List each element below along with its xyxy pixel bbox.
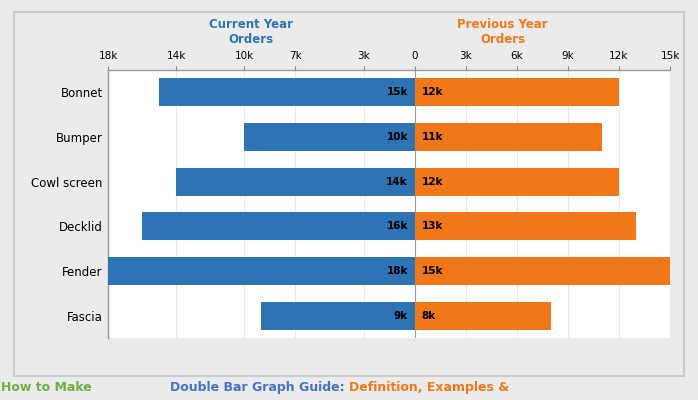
Text: 15k: 15k <box>387 87 408 97</box>
Bar <box>415 123 602 151</box>
Text: 16k: 16k <box>387 221 408 231</box>
Bar <box>108 257 415 285</box>
Text: 9k: 9k <box>394 311 408 321</box>
Bar <box>415 212 636 240</box>
Text: Definition, Examples &: Definition, Examples & <box>349 381 514 394</box>
Bar <box>142 212 415 240</box>
Text: 8k: 8k <box>422 311 436 321</box>
Bar <box>177 168 415 196</box>
Text: 10k: 10k <box>387 132 408 142</box>
Bar <box>415 302 551 330</box>
Text: 12k: 12k <box>422 87 443 97</box>
Bar <box>415 78 619 106</box>
Text: 11k: 11k <box>422 132 443 142</box>
Bar <box>159 78 415 106</box>
Text: 13k: 13k <box>422 221 443 231</box>
Bar <box>415 168 619 196</box>
Bar <box>244 123 415 151</box>
Text: Double Bar Graph Guide:: Double Bar Graph Guide: <box>170 381 349 394</box>
Text: Current Year
Orders: Current Year Orders <box>209 18 293 46</box>
Bar <box>262 302 415 330</box>
Text: 14k: 14k <box>386 177 408 187</box>
Text: 18k: 18k <box>387 266 408 276</box>
Text: 12k: 12k <box>422 177 443 187</box>
Text: 15k: 15k <box>422 266 443 276</box>
Text: How to Make: How to Make <box>1 381 91 394</box>
Text: Previous Year
Orders: Previous Year Orders <box>457 18 548 46</box>
Bar <box>415 257 670 285</box>
